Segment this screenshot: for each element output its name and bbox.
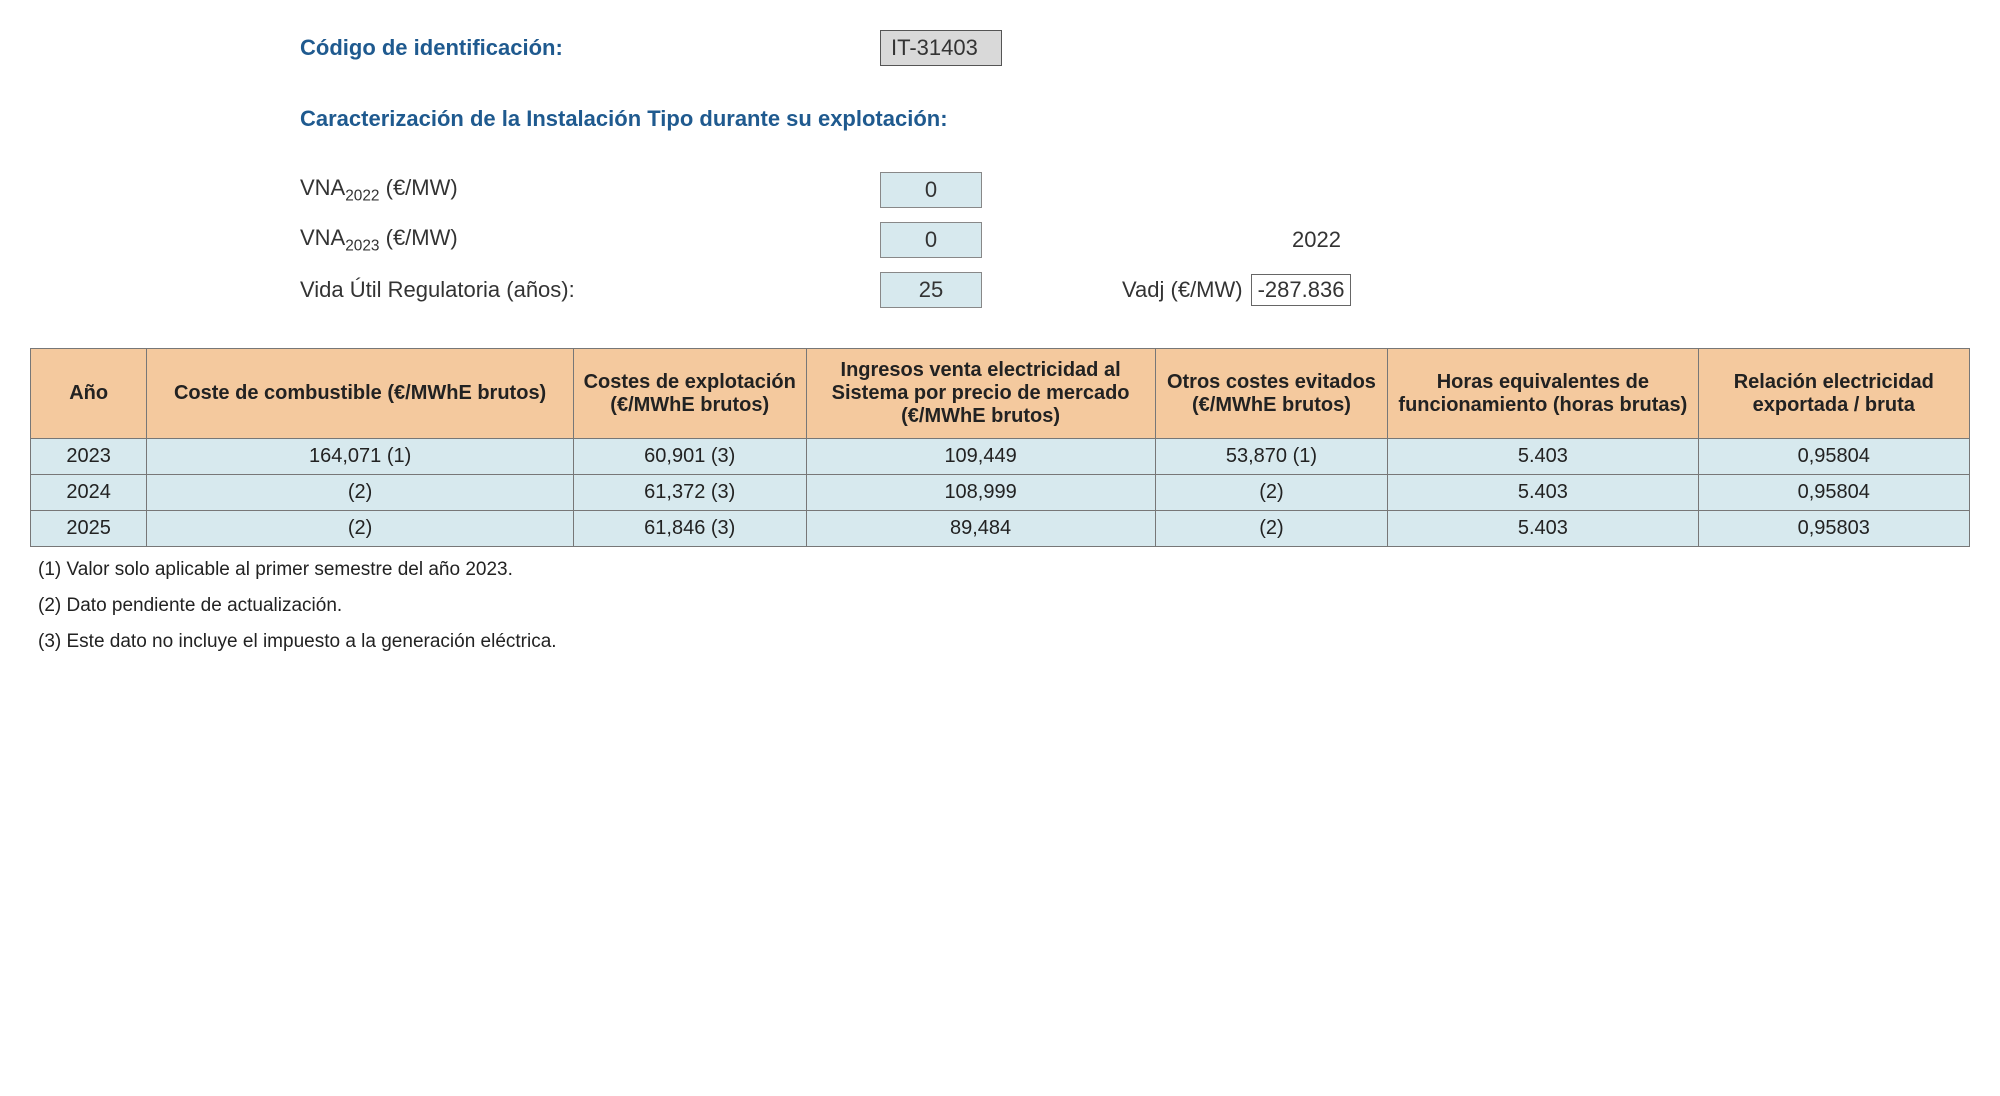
table-cell: 2023: [31, 439, 147, 475]
table-cell: 2025: [31, 511, 147, 547]
table-cell: 2024: [31, 475, 147, 511]
table-body: 2023164,071 (1)60,901 (3)109,44953,870 (…: [31, 439, 1970, 547]
table-row: 2024(2)61,372 (3)108,999(2)5.4030,95804: [31, 475, 1970, 511]
vna2022-label: VNA2022 (€/MW): [300, 175, 880, 205]
vadj-value: -287.836: [1251, 274, 1352, 306]
table-cell: 109,449: [806, 439, 1155, 475]
table-col-header: Costes de explotación (€/MWhE brutos): [573, 349, 806, 439]
vna2023-sub: 2023: [345, 237, 379, 254]
vna2023-prefix: VNA: [300, 225, 345, 250]
year-side: 2022: [1122, 227, 1341, 253]
codigo-label: Código de identificación:: [300, 35, 880, 61]
year-side-value: 2022: [1292, 227, 1341, 253]
table-cell: 0,95803: [1698, 511, 1970, 547]
table-header-row: AñoCoste de combustible (€/MWhE brutos)C…: [31, 349, 1970, 439]
table-cell: 5.403: [1388, 475, 1698, 511]
vadj-label: Vadj (€/MW): [1122, 277, 1243, 303]
vida-label: Vida Útil Regulatoria (años):: [300, 277, 880, 303]
table-head: AñoCoste de combustible (€/MWhE brutos)C…: [31, 349, 1970, 439]
vna2023-value: 0: [880, 222, 982, 258]
vna2022-sub: 2022: [345, 187, 379, 204]
vna2022-prefix: VNA: [300, 175, 345, 200]
data-table: AñoCoste de combustible (€/MWhE brutos)C…: [30, 348, 1970, 547]
footnote: (2) Dato pendiente de actualización.: [38, 595, 1970, 617]
table-cell: (2): [147, 475, 574, 511]
table-cell: (2): [147, 511, 574, 547]
table-col-header: Horas equivalentes de funcionamiento (ho…: [1388, 349, 1698, 439]
vna2023-label: VNA2023 (€/MW): [300, 225, 880, 255]
caracterizacion-row: Caracterización de la Instalación Tipo d…: [300, 106, 1970, 132]
table-col-header: Otros costes evitados (€/MWhE brutos): [1155, 349, 1388, 439]
table-cell: 5.403: [1388, 511, 1698, 547]
table-cell: 61,846 (3): [573, 511, 806, 547]
table-row: 2025(2)61,846 (3)89,484(2)5.4030,95803: [31, 511, 1970, 547]
page-container: Código de identificación: IT-31403 Carac…: [30, 30, 1970, 653]
table-cell: 53,870 (1): [1155, 439, 1388, 475]
header-block: Código de identificación: IT-31403 Carac…: [300, 30, 1970, 308]
table-cell: 0,95804: [1698, 439, 1970, 475]
table-cell: 89,484: [806, 511, 1155, 547]
table-cell: 108,999: [806, 475, 1155, 511]
codigo-row: Código de identificación: IT-31403: [300, 30, 1970, 66]
table-cell: (2): [1155, 511, 1388, 547]
table-row: 2023164,071 (1)60,901 (3)109,44953,870 (…: [31, 439, 1970, 475]
vida-value: 25: [880, 272, 982, 308]
footnote: (1) Valor solo aplicable al primer semes…: [38, 559, 1970, 581]
caracterizacion-title: Caracterización de la Instalación Tipo d…: [300, 106, 948, 132]
vna2023-row: VNA2023 (€/MW) 0 2022: [300, 222, 1970, 258]
table-cell: (2): [1155, 475, 1388, 511]
table-cell: 5.403: [1388, 439, 1698, 475]
vna2023-unit: (€/MW): [380, 225, 458, 250]
table-col-header: Coste de combustible (€/MWhE brutos): [147, 349, 574, 439]
vna2022-value: 0: [880, 172, 982, 208]
vadj-block: Vadj (€/MW) -287.836: [1122, 274, 1351, 306]
table-col-header: Año: [31, 349, 147, 439]
table-cell: 61,372 (3): [573, 475, 806, 511]
table-cell: 0,95804: [1698, 475, 1970, 511]
table-col-header: Ingresos venta electricidad al Sistema p…: [806, 349, 1155, 439]
codigo-value-box: IT-31403: [880, 30, 1002, 66]
vna2022-unit: (€/MW): [380, 175, 458, 200]
table-cell: 60,901 (3): [573, 439, 806, 475]
table-col-header: Relación electricidad exportada / bruta: [1698, 349, 1970, 439]
footnote: (3) Este dato no incluye el impuesto a l…: [38, 631, 1970, 653]
vida-row: Vida Útil Regulatoria (años): 25 Vadj (€…: [300, 272, 1970, 308]
vna2022-row: VNA2022 (€/MW) 0: [300, 172, 1970, 208]
table-cell: 164,071 (1): [147, 439, 574, 475]
footnotes: (1) Valor solo aplicable al primer semes…: [38, 559, 1970, 653]
